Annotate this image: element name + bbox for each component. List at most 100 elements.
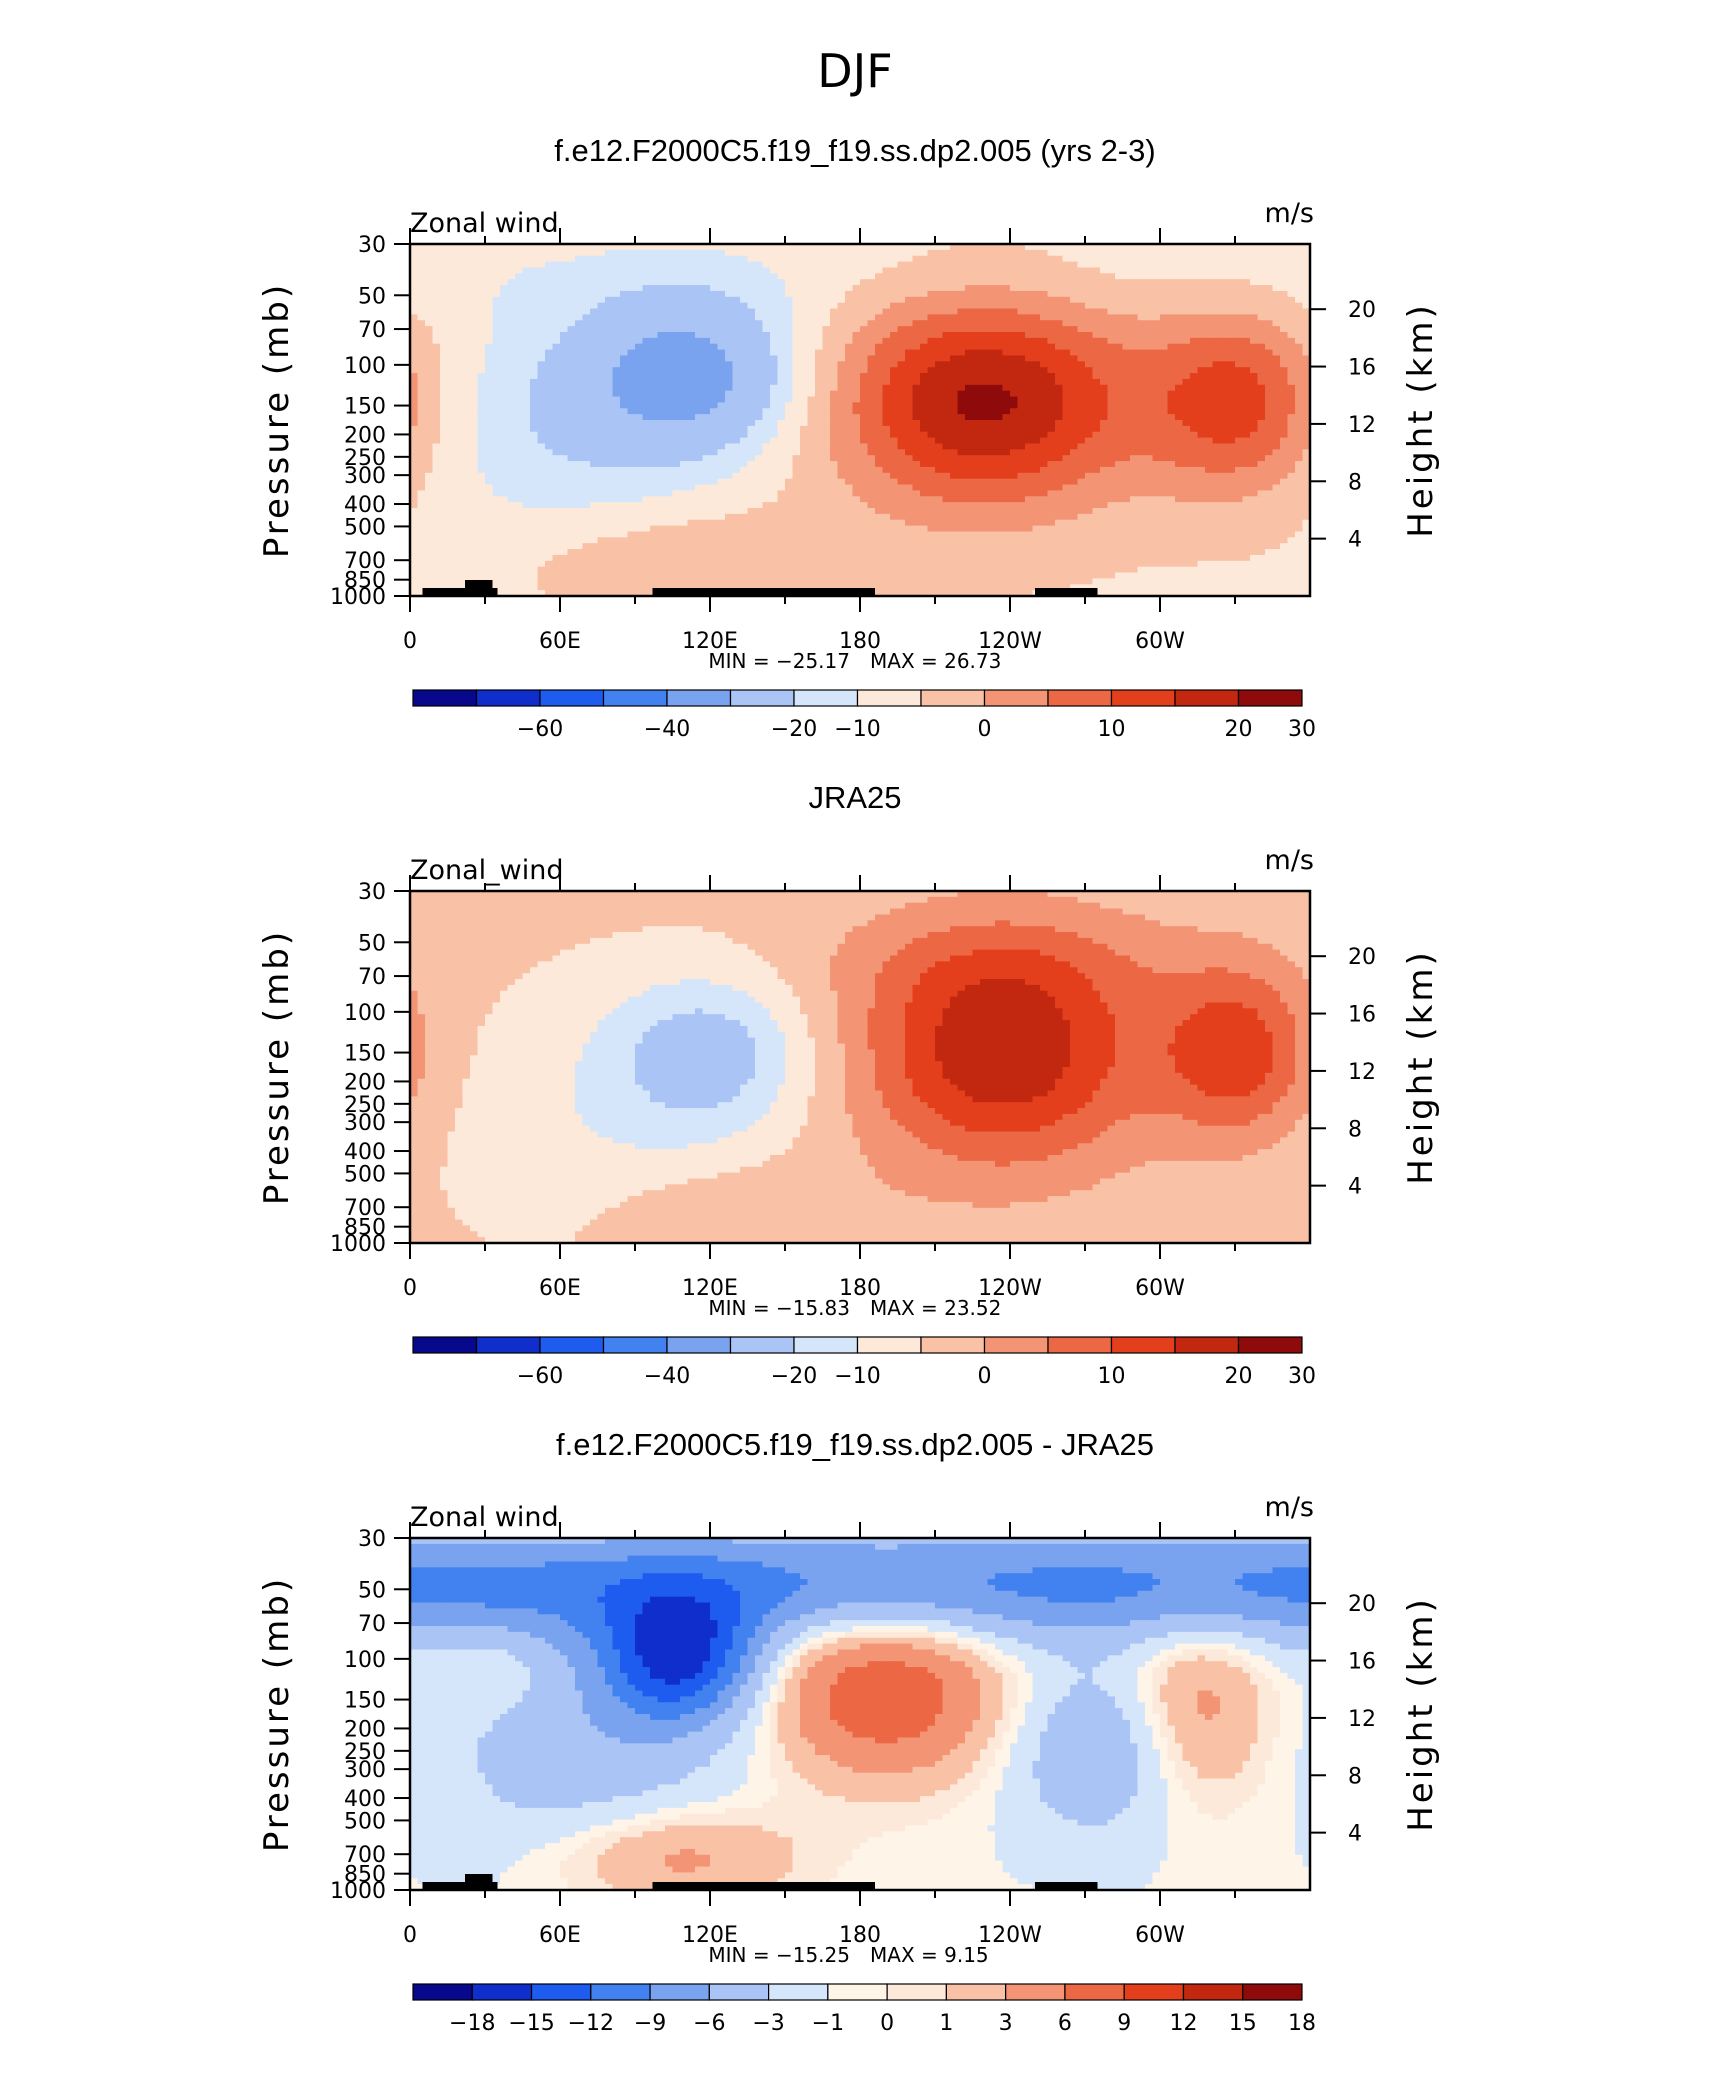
contour-cell xyxy=(582,343,591,351)
contour-cell xyxy=(1002,373,1011,380)
contour-cell xyxy=(995,449,1004,456)
contour-cell xyxy=(957,378,966,386)
contour-cell xyxy=(537,361,546,368)
contour-cell xyxy=(852,478,861,486)
contour-cell xyxy=(1040,302,1049,310)
contour-cell xyxy=(410,449,419,456)
contour-cell xyxy=(687,425,696,433)
contour-cell xyxy=(417,355,426,362)
contour-cell xyxy=(440,390,449,398)
contour-cell xyxy=(1062,420,1071,427)
contour-cell xyxy=(912,478,921,486)
contour-cell xyxy=(1062,396,1071,403)
contour-cell xyxy=(1280,249,1289,257)
contour-cell xyxy=(1070,332,1079,339)
contour-cell xyxy=(987,361,996,368)
contour-cell xyxy=(627,461,636,468)
contour-cell xyxy=(425,314,434,321)
contour-cell xyxy=(1287,461,1296,468)
contour-cell xyxy=(942,285,951,292)
contour-cell xyxy=(942,302,951,310)
contour-cell xyxy=(1220,343,1229,351)
contour-cell xyxy=(897,326,906,333)
contour-cell xyxy=(950,332,959,339)
contour-cell xyxy=(537,326,546,333)
contour-cell xyxy=(927,349,936,357)
contour-cell xyxy=(837,414,846,421)
contour-cell xyxy=(1175,449,1184,456)
contour-cell xyxy=(942,396,951,403)
contour-cell xyxy=(702,443,711,450)
contour-cell xyxy=(905,455,914,462)
contour-cell xyxy=(1077,384,1086,392)
contour-cell xyxy=(702,255,711,263)
contour-cell xyxy=(957,390,966,398)
contour-cell xyxy=(927,326,936,333)
contour-cell xyxy=(935,343,944,351)
contour-cell xyxy=(612,396,621,403)
contour-cell xyxy=(710,420,719,427)
contour-cell xyxy=(470,308,479,315)
contour-cell xyxy=(1100,455,1109,462)
contour-cell xyxy=(920,478,929,486)
contour-cell xyxy=(995,420,1004,427)
contour-cell xyxy=(740,472,749,480)
contour-cell xyxy=(972,267,981,274)
contour-cell xyxy=(1220,425,1229,433)
contour-cell xyxy=(680,244,689,251)
contour-cell xyxy=(1047,273,1056,280)
contour-cell xyxy=(1055,255,1064,263)
contour-cell xyxy=(957,296,966,304)
contour-cell xyxy=(447,378,456,386)
contour-cell xyxy=(462,296,471,304)
contour-cell xyxy=(785,308,794,315)
contour-cell xyxy=(500,355,509,362)
contour-cell xyxy=(635,308,644,315)
contour-cell xyxy=(635,373,644,380)
contour-cell xyxy=(837,244,846,251)
contour-cell xyxy=(582,355,591,362)
contour-cell xyxy=(680,255,689,263)
contour-cell xyxy=(635,296,644,304)
contour-cell xyxy=(1182,402,1191,409)
contour-cell xyxy=(620,425,629,433)
contour-cell xyxy=(1190,437,1199,445)
contour-cell xyxy=(477,390,486,398)
contour-cell xyxy=(672,320,681,327)
contour-cell xyxy=(957,261,966,269)
contour-cell xyxy=(605,466,614,474)
contour-cell xyxy=(1017,425,1026,433)
contour-cell xyxy=(1137,402,1146,409)
contour-cell xyxy=(575,355,584,362)
contour-cell xyxy=(770,466,779,474)
contour-cell xyxy=(597,326,606,333)
contour-cell xyxy=(575,478,584,486)
contour-cell xyxy=(552,261,561,269)
contour-cell xyxy=(1145,343,1154,351)
contour-cell xyxy=(1295,279,1304,286)
contour-cell xyxy=(1182,455,1191,462)
contour-cell xyxy=(882,308,891,315)
contour-cell xyxy=(702,420,711,427)
contour-cell xyxy=(605,332,614,339)
contour-cell xyxy=(417,308,426,315)
contour-cell xyxy=(987,332,996,339)
contour-cell xyxy=(560,414,569,421)
contour-cell xyxy=(672,466,681,474)
contour-cell xyxy=(942,320,951,327)
contour-cell xyxy=(530,431,539,439)
contour-cell xyxy=(1205,431,1214,439)
contour-cell xyxy=(1287,431,1296,439)
contour-cell xyxy=(1062,402,1071,409)
contour-cell xyxy=(927,355,936,362)
contour-cell xyxy=(867,472,876,480)
contour-cell xyxy=(1167,308,1176,315)
contour-cell xyxy=(590,255,599,263)
contour-cell xyxy=(455,361,464,368)
contour-cell xyxy=(1032,261,1041,269)
contour-cell xyxy=(537,414,546,421)
contour-cell xyxy=(447,478,456,486)
contour-cell xyxy=(432,484,441,491)
contour-cell xyxy=(807,414,816,421)
contour-cell xyxy=(845,302,854,310)
